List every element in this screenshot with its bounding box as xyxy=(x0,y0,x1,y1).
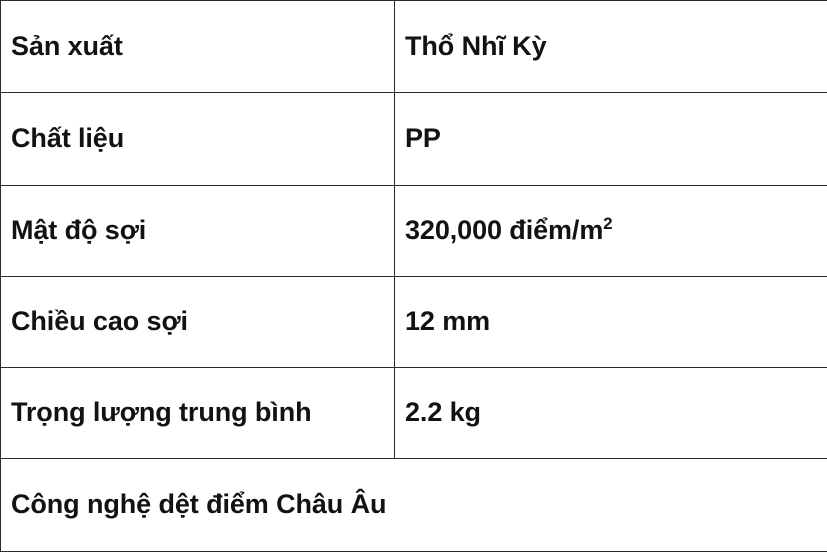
table-row: Chất liệu PP xyxy=(1,93,827,186)
superscript-unit-exponent: 2 xyxy=(603,214,612,233)
table-row: Trọng lượng trung bình 2.2 kg xyxy=(1,368,827,459)
spec-value-cell: 12 mm xyxy=(395,277,827,368)
spec-value-text: 320,000 điểm/m xyxy=(405,215,603,245)
table-row: Sản xuất Thổ Nhĩ Kỳ xyxy=(1,1,827,93)
spec-label-cell: Sản xuất xyxy=(1,1,395,93)
spec-value-cell: 2.2 kg xyxy=(395,368,827,459)
spec-footer-cell: Công nghệ dệt điểm Châu Âu xyxy=(1,459,827,552)
spec-label-cell: Mật độ sợi xyxy=(1,186,395,277)
table-row-merged: Công nghệ dệt điểm Châu Âu xyxy=(1,459,827,552)
spec-label-cell: Chiều cao sợi xyxy=(1,277,395,368)
spec-label-cell: Chất liệu xyxy=(1,93,395,186)
spec-value-cell: 320,000 điểm/m2 xyxy=(395,186,827,277)
spec-value-cell: Thổ Nhĩ Kỳ xyxy=(395,1,827,93)
table-row: Mật độ sợi 320,000 điểm/m2 xyxy=(1,186,827,277)
spec-value-cell: PP xyxy=(395,93,827,186)
table-row: Chiều cao sợi 12 mm xyxy=(1,277,827,368)
spec-label-cell: Trọng lượng trung bình xyxy=(1,368,395,459)
